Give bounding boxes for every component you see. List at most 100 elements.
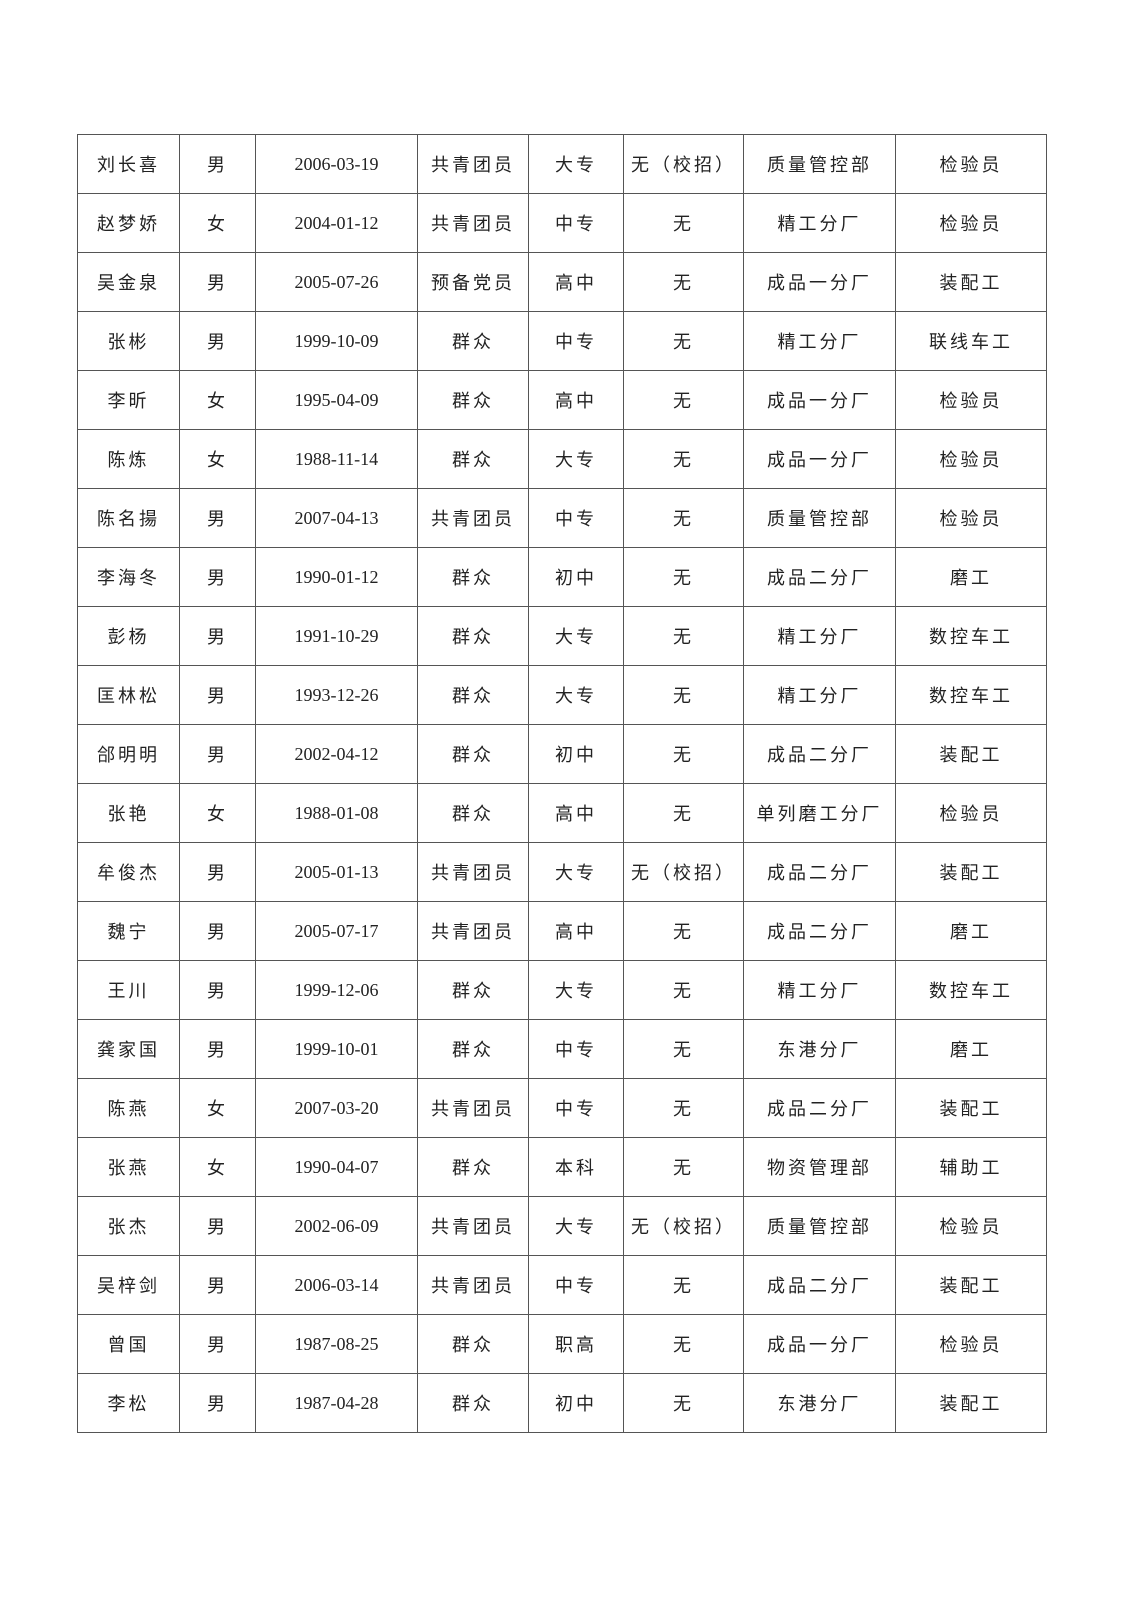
department-cell: 东港分厂: [743, 1373, 896, 1433]
table-row: 彭杨男 1991-10-29 群众 大专无精工分厂 数控车工: [77, 606, 1047, 666]
table-row: 曾国男 1987-08-25 群众 职高无成品一分厂 检验员: [77, 1314, 1047, 1374]
department-cell: 物资管理部: [743, 1137, 896, 1197]
gender-cell: 女: [179, 193, 256, 253]
birth-date-cell: 1999-10-09: [255, 311, 418, 371]
birth-date-cell: 2004-01-12: [255, 193, 418, 253]
department-cell: 精工分厂: [743, 606, 896, 666]
name-cell: 李松: [77, 1373, 180, 1433]
political-status-cell: 群众: [417, 1019, 529, 1079]
position-cell: 磨工: [895, 1019, 1047, 1079]
political-status-cell: 共青团员: [417, 842, 529, 902]
political-status-cell: 预备党员: [417, 252, 529, 312]
position-cell: 检验员: [895, 370, 1047, 430]
experience-cell: 无: [623, 488, 744, 548]
gender-cell: 男: [179, 960, 256, 1020]
position-cell: 装配工: [895, 842, 1047, 902]
education-cell: 大专: [528, 606, 624, 666]
department-cell: 成品二分厂: [743, 842, 896, 902]
education-cell: 中专: [528, 1255, 624, 1315]
experience-cell: 无: [623, 1137, 744, 1197]
education-cell: 初中: [528, 547, 624, 607]
table-row: 匡林松男 1993-12-26 群众 大专无精工分厂 数控车工: [77, 665, 1047, 725]
position-cell: 装配工: [895, 252, 1047, 312]
gender-cell: 男: [179, 901, 256, 961]
gender-cell: 女: [179, 429, 256, 489]
education-cell: 大专: [528, 665, 624, 725]
birth-date-cell: 1990-01-12: [255, 547, 418, 607]
gender-cell: 男: [179, 252, 256, 312]
education-cell: 中专: [528, 193, 624, 253]
position-cell: 辅助工: [895, 1137, 1047, 1197]
position-cell: 装配工: [895, 1078, 1047, 1138]
name-cell: 匡林松: [77, 665, 180, 725]
education-cell: 中专: [528, 1019, 624, 1079]
name-cell: 张燕: [77, 1137, 180, 1197]
birth-date-cell: 1988-01-08: [255, 783, 418, 843]
gender-cell: 男: [179, 1255, 256, 1315]
birth-date-cell: 1988-11-14: [255, 429, 418, 489]
political-status-cell: 群众: [417, 606, 529, 666]
political-status-cell: 共青团员: [417, 901, 529, 961]
education-cell: 中专: [528, 311, 624, 371]
birth-date-cell: 1999-10-01: [255, 1019, 418, 1079]
education-cell: 大专: [528, 134, 624, 194]
department-cell: 成品二分厂: [743, 1255, 896, 1315]
position-cell: 装配工: [895, 1255, 1047, 1315]
gender-cell: 男: [179, 724, 256, 784]
department-cell: 成品一分厂: [743, 370, 896, 430]
birth-date-cell: 1987-08-25: [255, 1314, 418, 1374]
experience-cell: 无: [623, 724, 744, 784]
gender-cell: 男: [179, 311, 256, 371]
education-cell: 高中: [528, 783, 624, 843]
position-cell: 检验员: [895, 488, 1047, 548]
birth-date-cell: 2002-04-12: [255, 724, 418, 784]
education-cell: 大专: [528, 960, 624, 1020]
position-cell: 检验员: [895, 783, 1047, 843]
name-cell: 张艳: [77, 783, 180, 843]
gender-cell: 男: [179, 1373, 256, 1433]
name-cell: 曾国: [77, 1314, 180, 1374]
education-cell: 高中: [528, 901, 624, 961]
birth-date-cell: 2005-07-17: [255, 901, 418, 961]
political-status-cell: 群众: [417, 311, 529, 371]
table-row: 李松男 1987-04-28 群众 初中无东港分厂 装配工: [77, 1373, 1047, 1433]
name-cell: 龚家国: [77, 1019, 180, 1079]
political-status-cell: 共青团员: [417, 488, 529, 548]
birth-date-cell: 2005-07-26: [255, 252, 418, 312]
position-cell: 磨工: [895, 547, 1047, 607]
position-cell: 装配工: [895, 1373, 1047, 1433]
experience-cell: 无: [623, 429, 744, 489]
experience-cell: 无: [623, 1078, 744, 1138]
department-cell: 质量管控部: [743, 488, 896, 548]
position-cell: 数控车工: [895, 606, 1047, 666]
political-status-cell: 群众: [417, 783, 529, 843]
table-row: 龚家国男 1999-10-01 群众 中专无东港分厂 磨工: [77, 1019, 1047, 1079]
experience-cell: 无（校招）: [623, 134, 744, 194]
position-cell: 数控车工: [895, 665, 1047, 725]
position-cell: 检验员: [895, 429, 1047, 489]
birth-date-cell: 2002-06-09: [255, 1196, 418, 1256]
name-cell: 王川: [77, 960, 180, 1020]
political-status-cell: 共青团员: [417, 1255, 529, 1315]
department-cell: 质量管控部: [743, 1196, 896, 1256]
table-row: 陈名揚男 2007-04-13 共青团员 中专无质量管控部 检验员: [77, 488, 1047, 548]
birth-date-cell: 2007-04-13: [255, 488, 418, 548]
department-cell: 精工分厂: [743, 193, 896, 253]
position-cell: 数控车工: [895, 960, 1047, 1020]
political-status-cell: 群众: [417, 1137, 529, 1197]
education-cell: 高中: [528, 370, 624, 430]
table-row: 张彬男 1999-10-09 群众 中专无精工分厂 联线车工: [77, 311, 1047, 371]
experience-cell: 无: [623, 547, 744, 607]
political-status-cell: 共青团员: [417, 134, 529, 194]
name-cell: 刘长喜: [77, 134, 180, 194]
experience-cell: 无: [623, 1255, 744, 1315]
name-cell: 魏宁: [77, 901, 180, 961]
department-cell: 成品二分厂: [743, 901, 896, 961]
experience-cell: 无: [623, 1019, 744, 1079]
table-row: 刘长喜男 2006-03-19 共青团员 大专 无（校招） 质量管控部 检验员: [77, 134, 1047, 194]
political-status-cell: 群众: [417, 665, 529, 725]
gender-cell: 男: [179, 606, 256, 666]
department-cell: 质量管控部: [743, 134, 896, 194]
education-cell: 初中: [528, 1373, 624, 1433]
education-cell: 大专: [528, 1196, 624, 1256]
